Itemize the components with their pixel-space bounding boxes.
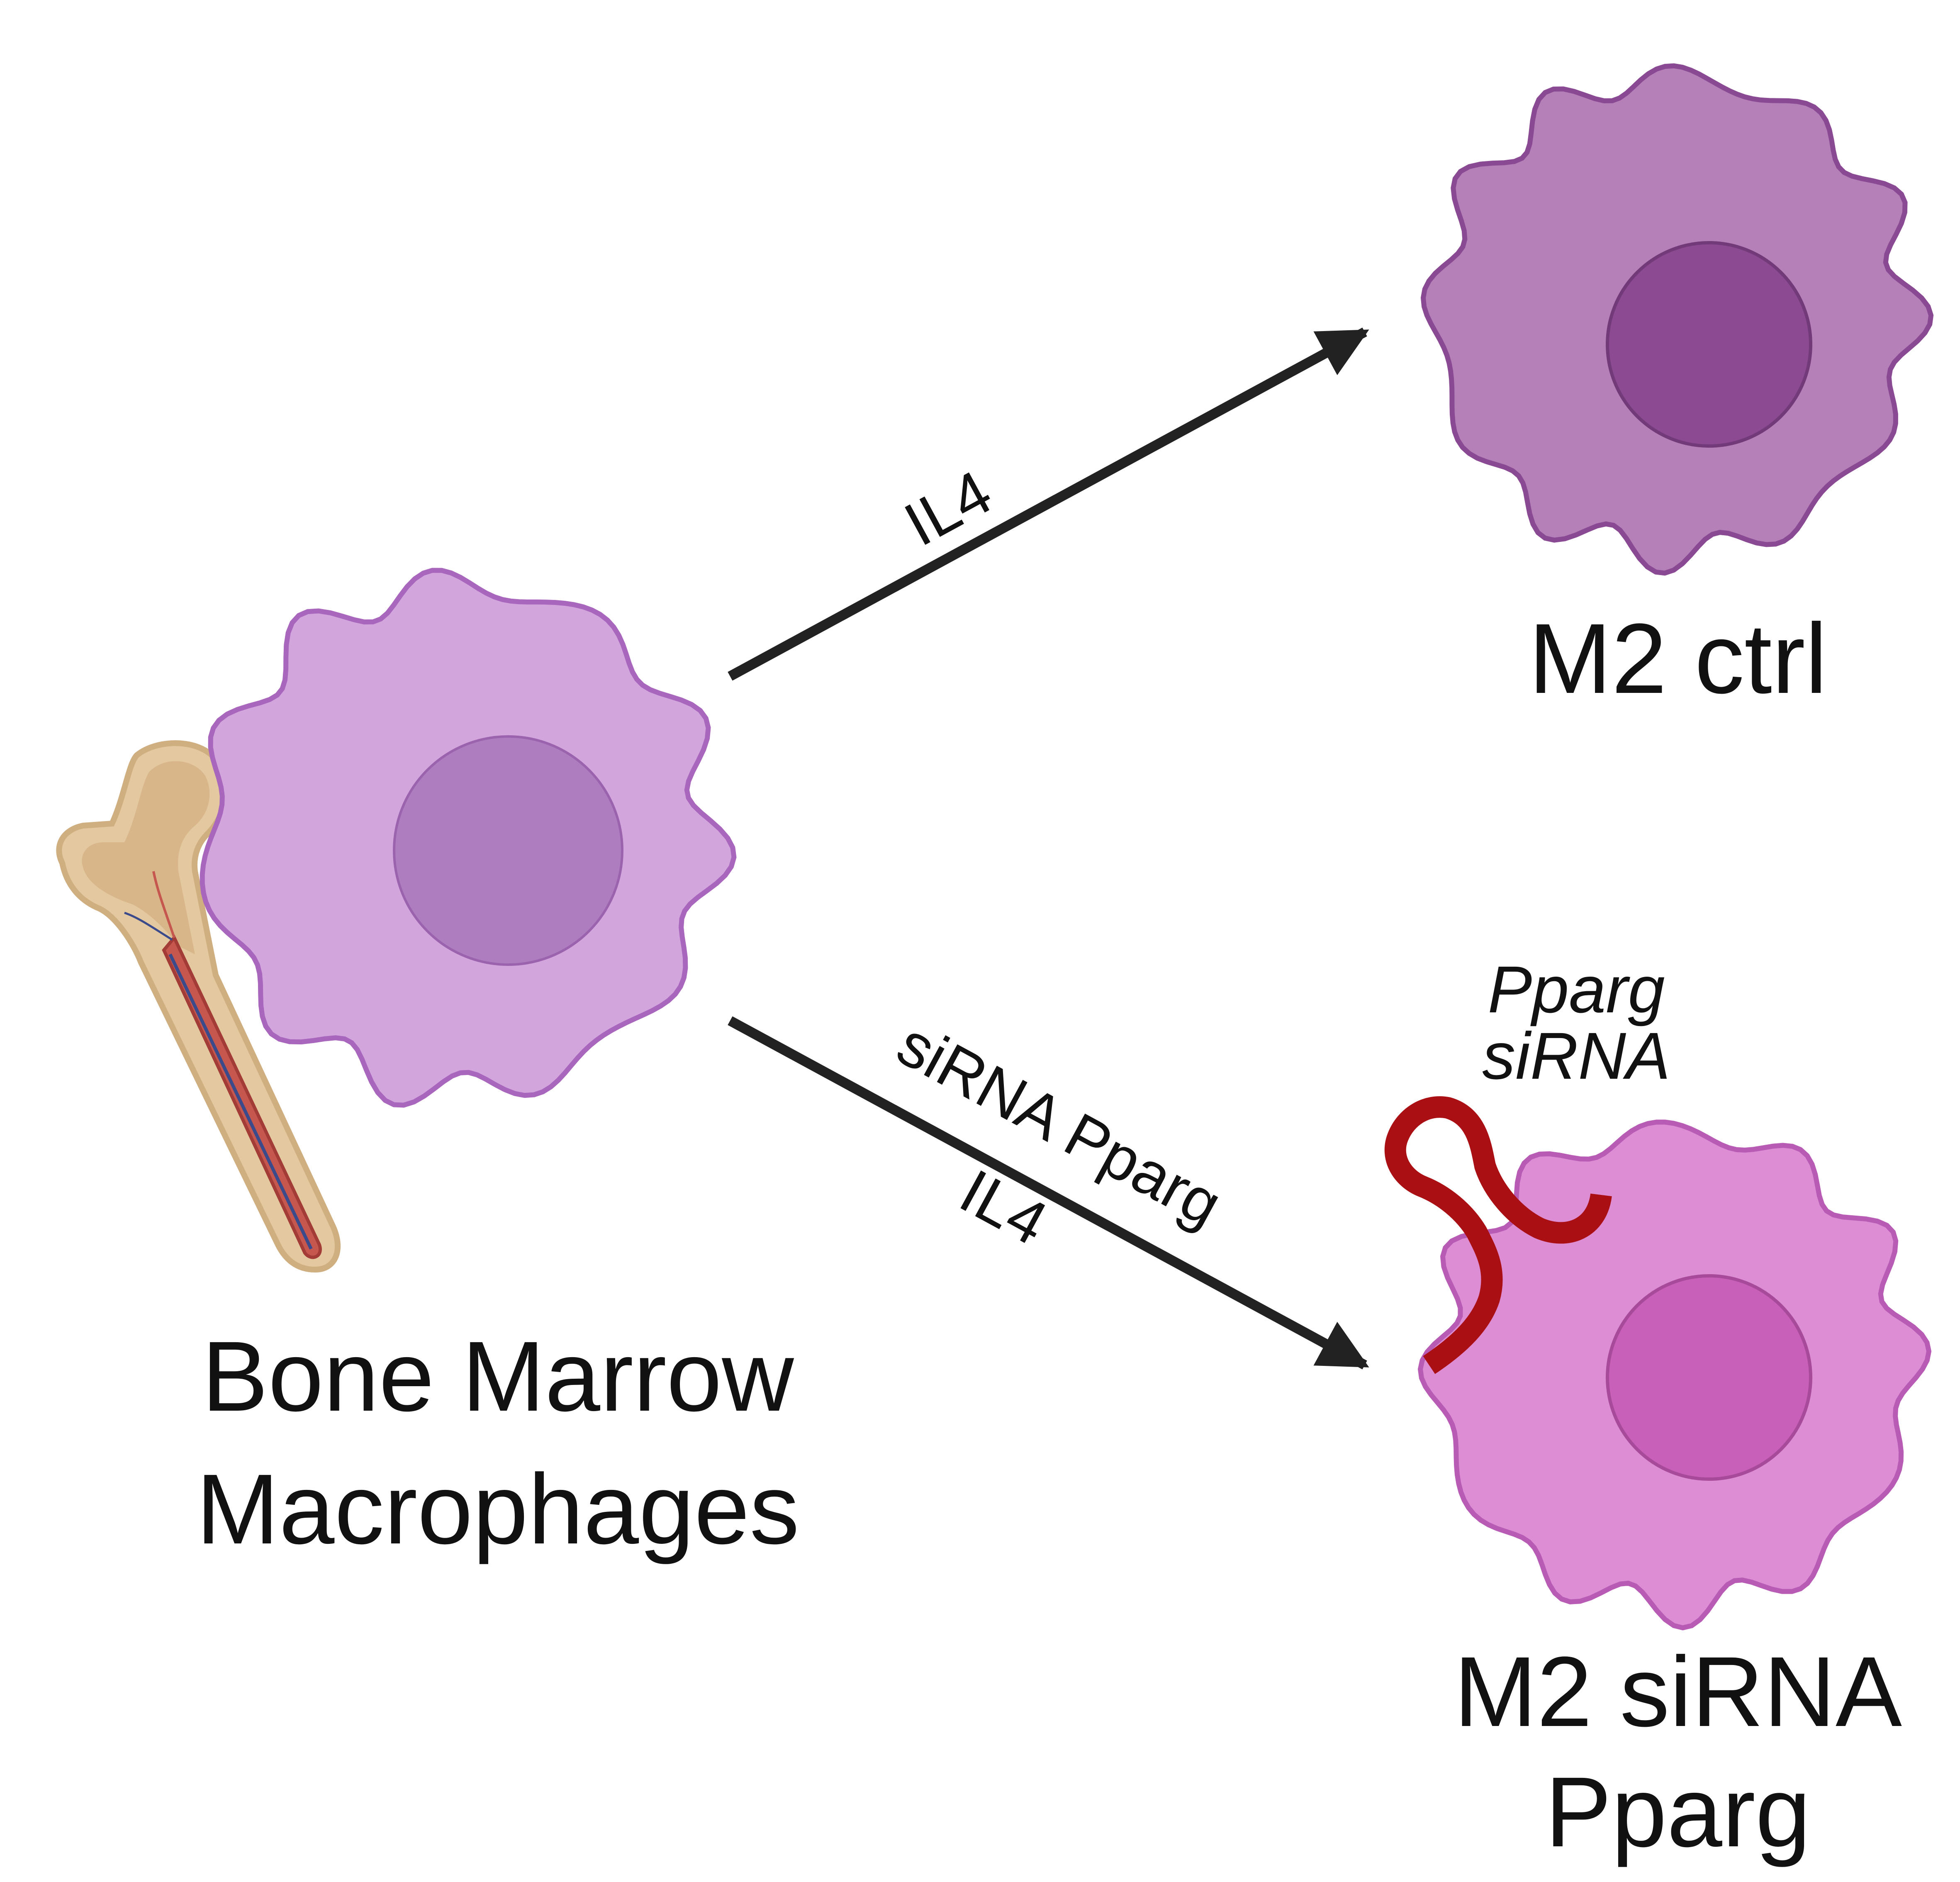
m2-sirna-label-line2: Pparg [1545,1756,1811,1867]
m2-sirna-label-line1: M2 siRNA [1454,1636,1902,1747]
arrow-top-label: IL4 [893,457,1002,559]
source-label-line2: Macrophages [196,1453,799,1565]
source-label-line1: Bone Marrow [202,1321,794,1432]
m2-ctrl-cell [1420,63,1934,576]
ctrl-nucleus [1606,241,1812,448]
femur-bone-icon [56,740,341,1273]
m2-sirna-pparg-cell [1417,1119,1932,1631]
sirna-strand-icon [1384,1096,1612,1374]
bone-marrow-macrophage-cell [200,568,737,1108]
arrow-to-m2-ctrl [728,327,1369,681]
sirna-nucleus [1606,1274,1812,1481]
m2-ctrl-label: M2 ctrl [1529,603,1827,714]
sirna-tag-line2: siRNA [1482,1019,1670,1093]
bmm-nucleus [393,735,623,966]
arrow-to-m2-sirna [728,1016,1369,1370]
arrow-bottom-label-line2: IL4 [949,1156,1058,1258]
sirna-tag-line1: Pparg [1488,952,1665,1026]
